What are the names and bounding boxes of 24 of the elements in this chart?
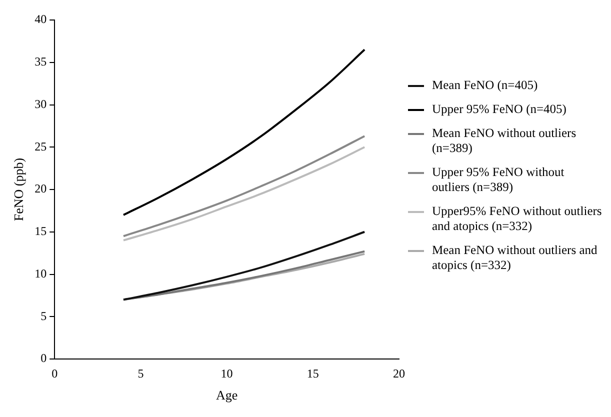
y-tick-label: 25: [34, 139, 47, 154]
legend-label: Mean FeNO (n=405): [432, 78, 538, 93]
x-tick-label: 20: [393, 366, 405, 380]
y-tick-label: 0: [40, 351, 47, 366]
y-tick-label: 10: [34, 266, 47, 280]
x-axis-title: Age: [216, 388, 238, 403]
legend-label: Mean FeNO without outliers (n=389): [432, 126, 578, 156]
y-tick-label: 5: [40, 308, 47, 323]
legend-label: Upper 95% FeNO without outliers (n=389): [432, 165, 566, 195]
y-tick-label: 40: [34, 12, 47, 26]
y-axis-title: FeNO (ppb): [11, 158, 26, 222]
legend-label: Upper 95% FeNO (n=405): [432, 102, 566, 117]
x-tick-label: 15: [306, 366, 319, 380]
y-tick-label: 35: [34, 54, 47, 69]
y-tick-label: 20: [34, 182, 47, 196]
legend-label: Upper95% FeNO without outliers and atopics (n=332): [432, 204, 603, 234]
x-tick-label: 5: [138, 366, 144, 380]
x-tick-label: 0: [52, 366, 58, 380]
line-series: [122, 48, 366, 216]
y-tick-label: 30: [34, 96, 47, 111]
legend-label: Mean FeNO without outliers and atopics (n=332): [432, 243, 598, 273]
y-tick-label: 15: [34, 224, 47, 238]
line-series: [122, 230, 366, 301]
x-tick-label: 10: [220, 366, 233, 380]
